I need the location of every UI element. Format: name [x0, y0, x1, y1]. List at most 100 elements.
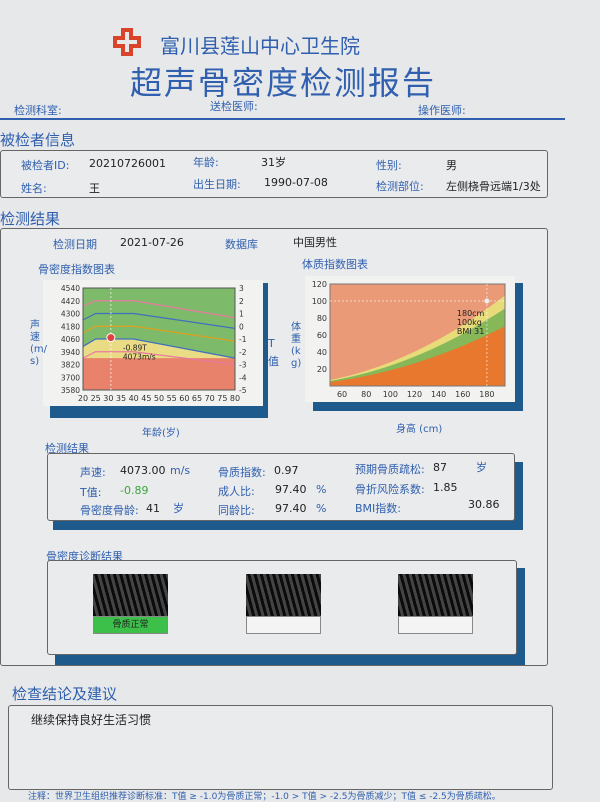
risk-value: 1.85	[433, 481, 458, 494]
y2-tick-label: 0	[239, 322, 244, 331]
x-tick-label: 120	[407, 390, 422, 399]
bone-structure-image	[398, 574, 473, 616]
patient-section-title: 被检者信息	[0, 131, 76, 149]
db-label: 数据库	[225, 238, 258, 251]
sos-value: 4073.00	[120, 464, 166, 477]
diagnosis-item	[398, 574, 473, 636]
data-point	[484, 298, 490, 304]
reference-line-2	[82, 325, 236, 342]
x-tick-label: 160	[455, 390, 470, 399]
conclusion-text: 继续保持良好生活习惯	[31, 713, 152, 727]
y-tick-label: 80	[317, 314, 327, 323]
x-tick-label: 40	[129, 394, 139, 403]
dept-label: 检测科室:	[14, 104, 62, 117]
conclusion-title: 检查结论及建议	[12, 685, 118, 703]
bmi-chart-title: 体质指数图表	[302, 258, 368, 271]
y-tick-label: 120	[312, 280, 327, 289]
y2-tick-label: -4	[239, 373, 247, 382]
bmi-zone	[330, 326, 505, 386]
date-value: 2021-07-26	[120, 236, 184, 249]
bmd-y2label: T值	[268, 337, 279, 368]
y-tick-label: 3580	[61, 386, 80, 395]
x-tick-label: 55	[167, 394, 177, 403]
x-tick-label: 65	[192, 394, 202, 403]
bqi-value: 0.97	[274, 464, 299, 477]
bmi-value: 30.86	[468, 498, 500, 511]
bqi-label: 骨质指数:	[218, 466, 266, 479]
x-tick-label: 35	[116, 394, 126, 403]
diagnosis-label: 骨质正常	[93, 616, 168, 634]
y2-tick-label: -3	[239, 361, 247, 370]
x-tick-label: 25	[91, 394, 101, 403]
y-tick-label: 20	[317, 365, 327, 374]
adult-value: 97.40	[275, 483, 307, 496]
y2-tick-label: 3	[239, 284, 244, 293]
sex-value: 男	[446, 159, 457, 172]
y-tick-label: 3700	[61, 373, 80, 382]
bmd-chart: 20 25 30 35 40 45 50 55 60 65 70 75 8035803700382039…	[61, 284, 247, 403]
site-label: 检测部位:	[376, 180, 424, 193]
x-tick-label: 80	[361, 390, 371, 399]
name-label: 姓名:	[21, 182, 47, 195]
bone-structure-image	[93, 574, 168, 616]
zone-red	[83, 358, 235, 390]
metrics-title: 检测结果	[45, 442, 89, 455]
x-tick-label: 60	[179, 394, 189, 403]
y2-tick-label: -5	[239, 386, 247, 395]
sender-label: 送检医师:	[210, 100, 258, 113]
id-label: 被检者ID:	[21, 159, 70, 172]
x-tick-label: 60	[337, 390, 347, 399]
y-tick-label: 40	[317, 348, 327, 357]
age-value: 31岁	[261, 156, 286, 169]
bone-age-unit: 岁	[173, 502, 184, 515]
x-tick-label: 20	[78, 394, 88, 403]
adult-label: 成人比:	[218, 485, 255, 498]
diagnosis-label	[398, 616, 473, 634]
reference-line-0	[82, 300, 236, 319]
reference-line-1	[82, 312, 236, 329]
y2-tick-label: -2	[239, 348, 247, 357]
x-tick-label: 50	[154, 394, 164, 403]
results-section-title: 检测结果	[0, 210, 61, 228]
y-tick-label: 60	[317, 331, 327, 340]
y-tick-label: 4180	[61, 322, 80, 331]
date-label: 检测日期	[53, 238, 97, 251]
y-tick-label: 4300	[61, 310, 80, 319]
point-label-height: 180cm	[457, 309, 485, 318]
header-divider	[0, 118, 565, 120]
y-tick-label: 3820	[61, 361, 80, 370]
conclusion-box: 继续保持良好生活习惯	[8, 705, 553, 790]
x-tick-label: 75	[217, 394, 227, 403]
name-value: 王	[89, 182, 100, 195]
bone-age-value: 41	[146, 502, 160, 515]
y-tick-label: 4420	[61, 297, 80, 306]
peer-unit: %	[316, 502, 327, 515]
y-tick-label: 4060	[61, 335, 80, 344]
x-tick-label: 140	[431, 390, 446, 399]
t-value: -0.89	[120, 484, 149, 497]
y2-tick-label: -1	[239, 335, 247, 344]
point-label-bmi: BMI 31	[457, 327, 484, 336]
sos-unit: m/s	[170, 464, 191, 477]
data-point	[106, 333, 116, 343]
db-value: 中国男性	[293, 236, 337, 249]
bmi-ylabel: 体重(kg)	[291, 322, 302, 369]
patient-info-box: 被检者ID: 20210726001 年龄: 31岁 性别: 男 姓名: 王 出…	[0, 150, 548, 198]
peer-label: 同龄比:	[218, 504, 255, 517]
bone-age-label: 骨密度骨龄:	[80, 504, 139, 517]
bmi-chart: 60 80 100 120 140 160 180 20 40 60 80 100 120 180cm10…	[312, 280, 506, 399]
bone-structure-image	[246, 574, 321, 616]
operator-label: 操作医师:	[418, 104, 466, 117]
x-tick-label: 100	[383, 390, 398, 399]
site-value: 左侧桡骨远端1/3处	[446, 180, 541, 193]
risk-label: 骨折风险系数:	[355, 483, 425, 496]
plot-border	[82, 287, 236, 391]
diagnosis-item	[246, 574, 321, 636]
osteo-unit: 岁	[476, 461, 487, 474]
bmd-ylabel: 声速(m/s)	[30, 320, 48, 367]
y2-tick-label: 1	[239, 310, 244, 319]
x-tick-label: 45	[141, 394, 151, 403]
x-tick-label: 30	[103, 394, 113, 403]
sos-label: 声速:	[80, 466, 106, 479]
diagnosis-item: 骨质正常	[93, 574, 168, 636]
